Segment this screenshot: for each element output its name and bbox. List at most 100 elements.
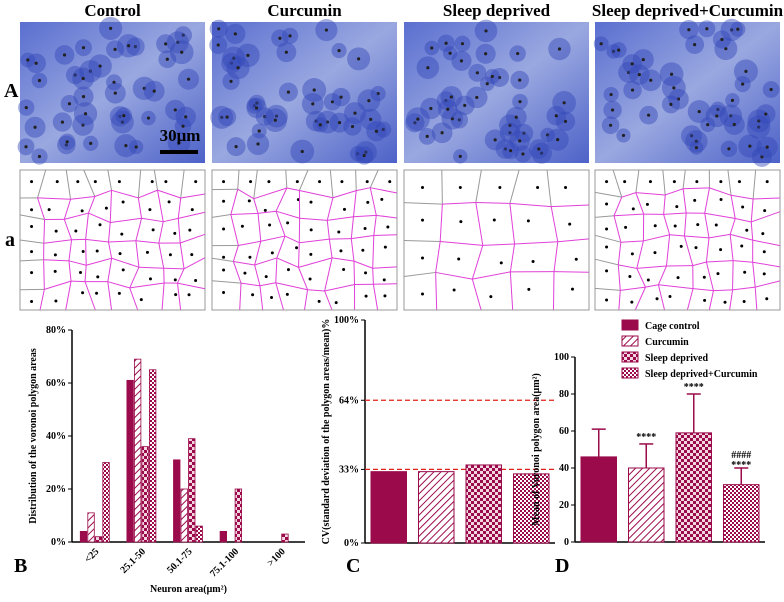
seed-point (568, 223, 571, 226)
seed-point (632, 207, 635, 210)
seed-point (745, 229, 748, 232)
seed-point (118, 180, 121, 183)
bar (371, 472, 407, 543)
nucleus (127, 44, 130, 47)
seed-point (716, 272, 719, 275)
y-axis-label: Mean of Voronoi polygon area(μm²) (531, 373, 542, 526)
bar (220, 531, 227, 542)
seed-point (763, 272, 766, 275)
seed-point (653, 251, 656, 254)
nucleus (84, 112, 87, 115)
seed-point (267, 180, 270, 183)
seed-point (222, 180, 225, 183)
nucleus (537, 147, 540, 150)
seed-point (248, 256, 251, 259)
voronoi-edge (71, 281, 85, 282)
panel-label: D (555, 555, 569, 577)
seed-point (286, 293, 289, 296)
seed-point (148, 208, 151, 211)
seed-point (122, 200, 125, 203)
bar (629, 468, 665, 542)
bar (235, 489, 242, 542)
x-tick-label: 75.1-100 (208, 546, 241, 579)
seed-point (646, 203, 649, 206)
nucleus (35, 62, 38, 65)
seed-point (190, 253, 193, 256)
seed-point (268, 224, 271, 227)
nucleus (748, 144, 751, 147)
seed-point (309, 278, 312, 281)
seed-point (384, 246, 387, 249)
nucleus (288, 34, 291, 37)
seed-point (295, 246, 298, 249)
nucleus (647, 114, 650, 117)
seed-point (741, 205, 744, 208)
seed-point (743, 300, 746, 303)
voronoi-edge (733, 261, 734, 290)
image-panels (18, 17, 780, 310)
nucleus (440, 131, 443, 134)
nucleus (229, 80, 232, 83)
seed-point (763, 209, 766, 212)
nucleus (256, 142, 259, 145)
nucleus (109, 27, 112, 30)
voronoi-edge (356, 170, 357, 191)
seed-point (271, 251, 274, 254)
y-tick-label: 0% (51, 537, 66, 548)
seed-point (763, 250, 766, 253)
nucleus (631, 62, 634, 65)
nucleus (226, 115, 229, 118)
voronoi-edge (553, 272, 554, 310)
column-header: Sleep deprived+Curcumin (592, 1, 784, 20)
seed-point (675, 205, 678, 208)
seed-point (56, 180, 59, 183)
nucleus (236, 66, 239, 69)
seed-point (310, 228, 313, 231)
seed-point (191, 208, 194, 211)
nucleus (33, 126, 36, 129)
nucleus (741, 82, 744, 85)
nucleus (518, 100, 521, 103)
y-tick-label: 100% (334, 315, 359, 326)
bar (134, 359, 141, 542)
voronoi-edge (44, 260, 45, 290)
nucleus (24, 145, 27, 148)
seed-point (120, 233, 123, 236)
seed-point (54, 253, 57, 256)
seed-point (286, 221, 289, 224)
seed-point (248, 199, 251, 202)
seed-point (343, 208, 346, 211)
seed-point (605, 245, 608, 248)
voronoi-edge (442, 170, 443, 204)
seed-point (421, 219, 424, 222)
seed-point (647, 279, 650, 282)
seed-point (48, 208, 51, 211)
significance: **** (684, 382, 704, 393)
nucleus (122, 114, 125, 117)
seed-point (222, 228, 225, 231)
seed-point (696, 223, 699, 226)
bar (103, 463, 110, 543)
nucleus (367, 99, 370, 102)
legend-label: Sleep deprived+Curcumin (645, 369, 758, 380)
seed-point (296, 180, 299, 183)
seed-point (96, 275, 99, 278)
seed-point (364, 271, 367, 274)
nucleus (736, 28, 739, 31)
bar (581, 457, 617, 542)
nucleus (153, 90, 156, 93)
nucleus (325, 28, 328, 31)
x-tick-label: <25 (83, 546, 102, 565)
y-tick-label: 60% (46, 378, 66, 389)
seed-point (30, 271, 33, 274)
nucleus (258, 129, 261, 132)
nucleus (484, 52, 487, 55)
legend-label: Sleep deprived (645, 353, 708, 364)
seed-point (118, 292, 121, 295)
nucleus (82, 77, 85, 80)
nucleus (475, 96, 478, 99)
seed-point (575, 258, 578, 261)
seed-point (715, 223, 718, 226)
y-axis-label: Distribution of the voronoi polygon area… (28, 348, 39, 524)
seed-point (81, 291, 84, 294)
